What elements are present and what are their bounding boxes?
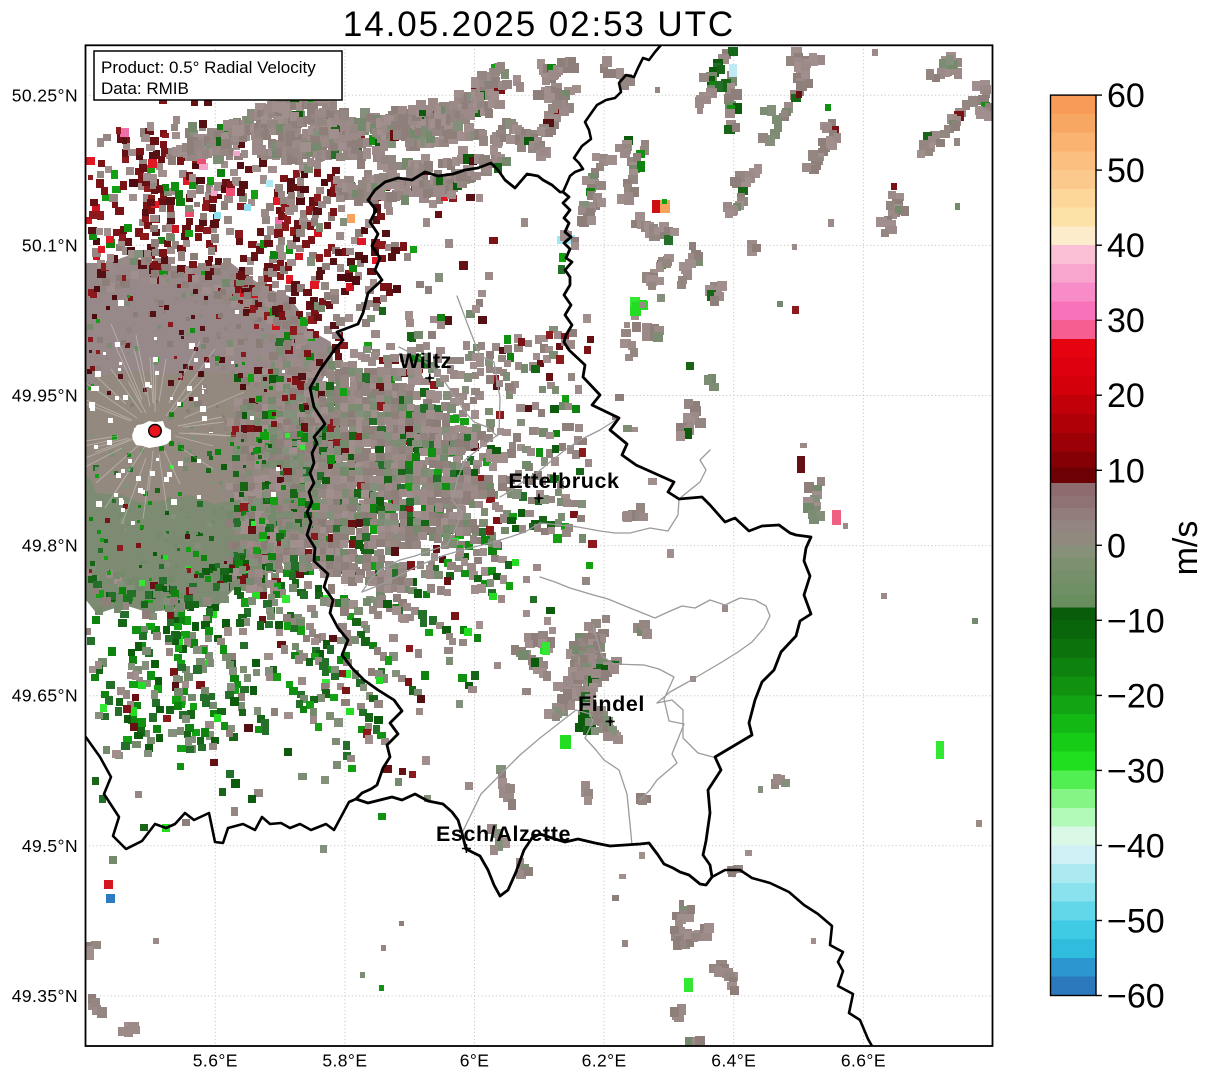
svg-text:6.6°E: 6.6°E	[841, 1051, 886, 1071]
svg-text:49.8°N: 49.8°N	[22, 536, 78, 556]
svg-text:6.2°E: 6.2°E	[582, 1051, 627, 1071]
svg-text:−60: −60	[1107, 978, 1165, 1016]
svg-text:40: 40	[1107, 227, 1145, 265]
svg-text:10: 10	[1107, 452, 1145, 490]
svg-text:Findel: Findel	[578, 692, 645, 716]
svg-text:−10: −10	[1107, 602, 1165, 640]
svg-text:−20: −20	[1107, 677, 1165, 715]
svg-text:Product: 0.5° Radial Velocity: Product: 0.5° Radial Velocity	[101, 58, 316, 77]
svg-text:Wiltz: Wiltz	[399, 349, 452, 373]
svg-text:60: 60	[1107, 77, 1145, 115]
svg-text:49.95°N: 49.95°N	[12, 386, 78, 406]
svg-text:0: 0	[1107, 527, 1126, 565]
svg-text:6.4°E: 6.4°E	[711, 1051, 756, 1071]
svg-text:14.05.2025 02:53 UTC: 14.05.2025 02:53 UTC	[343, 5, 735, 44]
svg-text:Ettelbruck: Ettelbruck	[508, 469, 619, 493]
svg-text:Esch/Alzette: Esch/Alzette	[436, 822, 571, 846]
svg-text:49.65°N: 49.65°N	[12, 686, 78, 706]
svg-text:5.8°E: 5.8°E	[322, 1051, 367, 1071]
svg-text:6°E: 6°E	[460, 1051, 490, 1071]
svg-text:Data: RMIB: Data: RMIB	[101, 79, 189, 98]
svg-text:50: 50	[1107, 152, 1145, 190]
svg-text:50.1°N: 50.1°N	[22, 235, 78, 255]
svg-text:5.6°E: 5.6°E	[193, 1051, 238, 1071]
svg-text:−30: −30	[1107, 752, 1165, 790]
svg-text:49.5°N: 49.5°N	[22, 836, 78, 856]
svg-text:m/s: m/s	[1167, 521, 1205, 576]
svg-text:50.25°N: 50.25°N	[12, 85, 78, 105]
svg-text:30: 30	[1107, 302, 1145, 340]
svg-text:20: 20	[1107, 377, 1145, 415]
svg-text:−50: −50	[1107, 903, 1165, 941]
svg-text:49.35°N: 49.35°N	[12, 986, 78, 1006]
svg-text:−40: −40	[1107, 827, 1165, 865]
